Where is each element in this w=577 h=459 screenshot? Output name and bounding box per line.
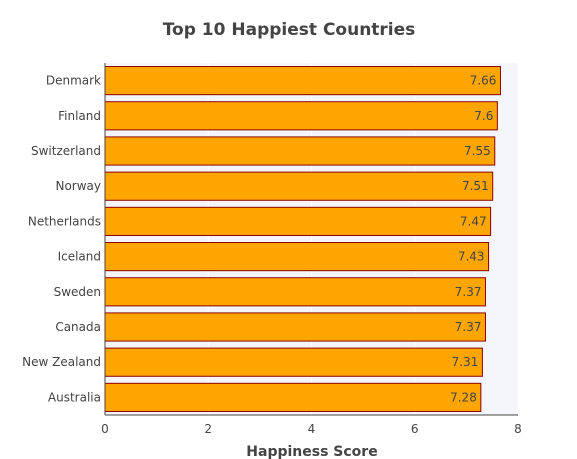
bar-value-label: 7.37 — [455, 320, 482, 334]
bar — [104, 347, 483, 377]
bar — [104, 101, 498, 131]
bar — [104, 206, 492, 236]
x-tick-label: 0 — [101, 422, 109, 436]
bar — [104, 171, 494, 201]
x-tick-label: 6 — [411, 422, 419, 436]
bar — [104, 312, 486, 342]
bar-value-label: 7.6 — [474, 109, 493, 123]
y-tick-label: Sweden — [54, 285, 101, 299]
bar-value-label: 7.43 — [458, 250, 485, 264]
bar-value-label: 7.28 — [450, 390, 477, 404]
bar-value-label: 7.55 — [464, 144, 491, 158]
bar-value-label: 7.31 — [452, 355, 479, 369]
bar — [104, 136, 496, 166]
bar-value-label: 7.66 — [470, 74, 497, 88]
y-tick-label: Finland — [58, 109, 101, 123]
bars: 7.66 7.6 7.55 7.51 7.47 7.43 7.37 7.37 7.31 7.28 — [104, 66, 501, 412]
x-tick-label: 8 — [514, 422, 522, 436]
y-tick-label: Australia — [48, 390, 101, 404]
bar — [104, 242, 490, 272]
bar — [104, 382, 482, 412]
bar — [104, 277, 486, 307]
bar — [104, 66, 501, 96]
y-tick-label: Denmark — [46, 74, 101, 88]
axes: 0 2 4 6 8 Denmark Finland Switzerland Norway Neth… — [22, 63, 522, 436]
y-tick-label: New Zealand — [22, 355, 101, 369]
y-tick-label: Iceland — [58, 250, 101, 264]
bar-value-label: 7.37 — [455, 285, 482, 299]
x-tick-label: 4 — [308, 422, 316, 436]
bar-value-label: 7.51 — [462, 179, 489, 193]
x-axis-title: Happiness Score — [246, 444, 377, 459]
chart-title: Top 10 Happiest Countries — [163, 20, 416, 40]
x-tick-label: 2 — [204, 422, 212, 436]
y-tick-label: Norway — [55, 179, 101, 193]
y-tick-label: Netherlands — [28, 214, 101, 228]
y-tick-label: Canada — [55, 320, 101, 334]
bar-value-label: 7.47 — [460, 214, 487, 228]
y-tick-label: Switzerland — [31, 144, 101, 158]
